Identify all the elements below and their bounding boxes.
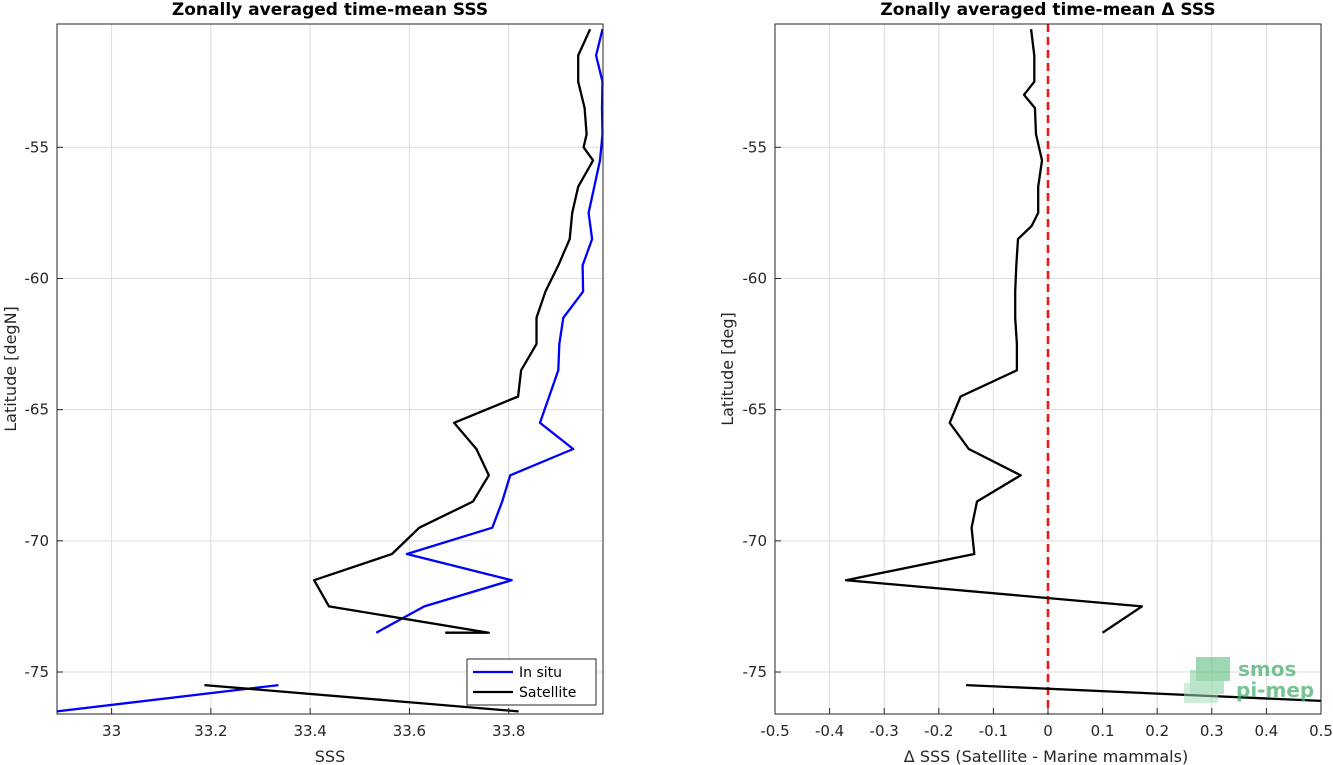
x-tick-label: 33.8 (492, 722, 525, 740)
right-gridlines (775, 24, 1321, 714)
right-series-lines (844, 29, 1322, 703)
watermark-logo: smos pi-mep (1184, 657, 1314, 703)
in-situ-line (56, 683, 279, 713)
delta-sss-line (844, 29, 1144, 634)
x-tick-label: -0.1 (979, 722, 1008, 740)
y-tick-label: -60 (743, 269, 768, 287)
x-tick-label: -0.5 (760, 722, 789, 740)
left-series-lines (56, 28, 604, 713)
watermark-icon (1184, 657, 1230, 703)
in-situ-line (375, 28, 604, 634)
left-y-ticks: -55 -60 -65 -70 -75 (25, 138, 63, 681)
x-tick-label: 0.3 (1200, 722, 1224, 740)
y-tick-label: -65 (743, 401, 768, 419)
left-plot-frame (56, 23, 604, 715)
x-tick-label: 0.4 (1254, 722, 1278, 740)
right-x-axis-label: Δ SSS (Satellite - Marine mammals) (904, 747, 1188, 765)
right-chart-title: Zonally averaged time-mean Δ SSS (880, 0, 1215, 20)
satellite-line (312, 28, 595, 634)
y-tick-label: -75 (25, 663, 50, 681)
x-tick-label: -0.3 (870, 722, 899, 740)
y-tick-label: -55 (743, 138, 768, 156)
watermark-text-smos: smos (1238, 657, 1296, 681)
right-y-axis-label: Latitude [deg] (718, 312, 737, 426)
y-tick-label: -70 (25, 532, 50, 550)
y-tick-label: -75 (743, 663, 768, 681)
left-plot: 33 33.2 33.4 33.6 33.8 -55 -60 -65 -70 -75 Zonal… (1, 0, 604, 765)
y-tick-label: -65 (25, 401, 50, 419)
right-x-ticks: -0.5 -0.4 -0.3 -0.2 -0.1 0 0.1 0.2 0.3 0.4 0.5 (760, 708, 1333, 740)
x-tick-label: 33.6 (393, 722, 426, 740)
x-tick-label: 0.2 (1145, 722, 1169, 740)
x-tick-label: 0.1 (1091, 722, 1115, 740)
legend-box (466, 658, 597, 706)
legend-label-satellite: Satellite (519, 685, 576, 701)
legend: In situ Satellite (466, 658, 597, 706)
y-tick-label: -70 (743, 532, 768, 550)
x-tick-label: 33.4 (293, 722, 326, 740)
right-y-ticks: -55 -60 -65 -70 -75 (743, 138, 781, 681)
x-tick-label: -0.2 (924, 722, 953, 740)
legend-label-in-situ: In situ (519, 665, 562, 681)
satellite-line (204, 683, 519, 713)
right-plot: -0.5 -0.4 -0.3 -0.2 -0.1 0 0.1 0.2 0.3 0.4 0.5 -55… (718, 0, 1333, 765)
x-tick-label: 33 (102, 722, 121, 740)
left-x-axis-label: SSS (315, 747, 345, 765)
left-chart-title: Zonally averaged time-mean SSS (172, 0, 488, 20)
left-y-axis-label: Latitude [degN] (1, 306, 20, 432)
x-tick-label: 33.2 (194, 722, 227, 740)
x-tick-label: -0.4 (815, 722, 844, 740)
left-x-ticks: 33 33.2 33.4 33.6 33.8 (102, 708, 525, 740)
y-tick-label: -60 (25, 269, 50, 287)
x-tick-label: 0 (1043, 722, 1053, 740)
x-tick-label: 0.5 (1309, 722, 1333, 740)
delta-sss-line (966, 683, 1322, 703)
watermark-text-pimep: pi-mep (1236, 678, 1314, 702)
y-tick-label: -55 (25, 138, 50, 156)
